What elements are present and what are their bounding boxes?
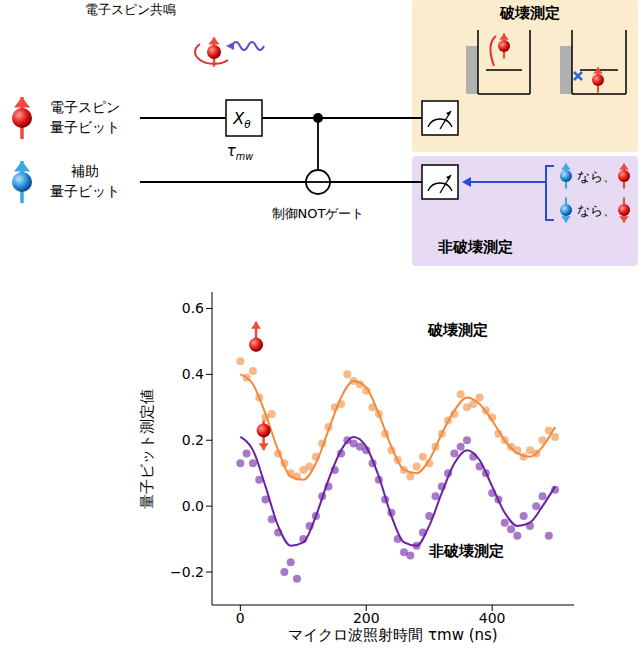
svg-text:なら、: なら、 xyxy=(577,169,616,184)
svg-text:0.2: 0.2 xyxy=(182,432,204,448)
svg-text:電子スピン共鳴: 電子スピン共鳴 xyxy=(85,2,176,17)
svg-text:0.6: 0.6 xyxy=(182,300,204,316)
svg-text:Xθ: Xθ xyxy=(232,109,251,130)
svg-text:非破壊測定: 非破壊測定 xyxy=(428,542,504,560)
svg-text:量子ビット測定値: 量子ビット測定値 xyxy=(138,389,156,509)
svg-text:電子スピン: 電子スピン xyxy=(50,99,120,115)
svg-text:400: 400 xyxy=(479,610,506,626)
svg-text:制御NOTゲート: 制御NOTゲート xyxy=(272,206,365,221)
svg-text:破壊測定: 破壊測定 xyxy=(499,4,560,22)
svg-text:200: 200 xyxy=(353,610,380,626)
svg-text:なら、: なら、 xyxy=(577,203,616,218)
svg-text:非破壊測定: 非破壊測定 xyxy=(437,238,513,256)
svg-text:補助: 補助 xyxy=(71,163,99,179)
svg-text:−0.2: −0.2 xyxy=(170,564,204,580)
svg-text:τmw: τmw xyxy=(227,142,254,162)
svg-text:0.4: 0.4 xyxy=(182,366,204,382)
svg-text:0.0: 0.0 xyxy=(182,498,204,514)
svg-text:マイクロ波照射時間 τmw (ns): マイクロ波照射時間 τmw (ns) xyxy=(288,626,497,644)
svg-text:0: 0 xyxy=(236,610,245,626)
svg-text:量子ビット: 量子ビット xyxy=(50,183,120,199)
svg-text:破壊測定: 破壊測定 xyxy=(427,321,488,339)
svg-text:量子ビット: 量子ビット xyxy=(50,119,120,135)
